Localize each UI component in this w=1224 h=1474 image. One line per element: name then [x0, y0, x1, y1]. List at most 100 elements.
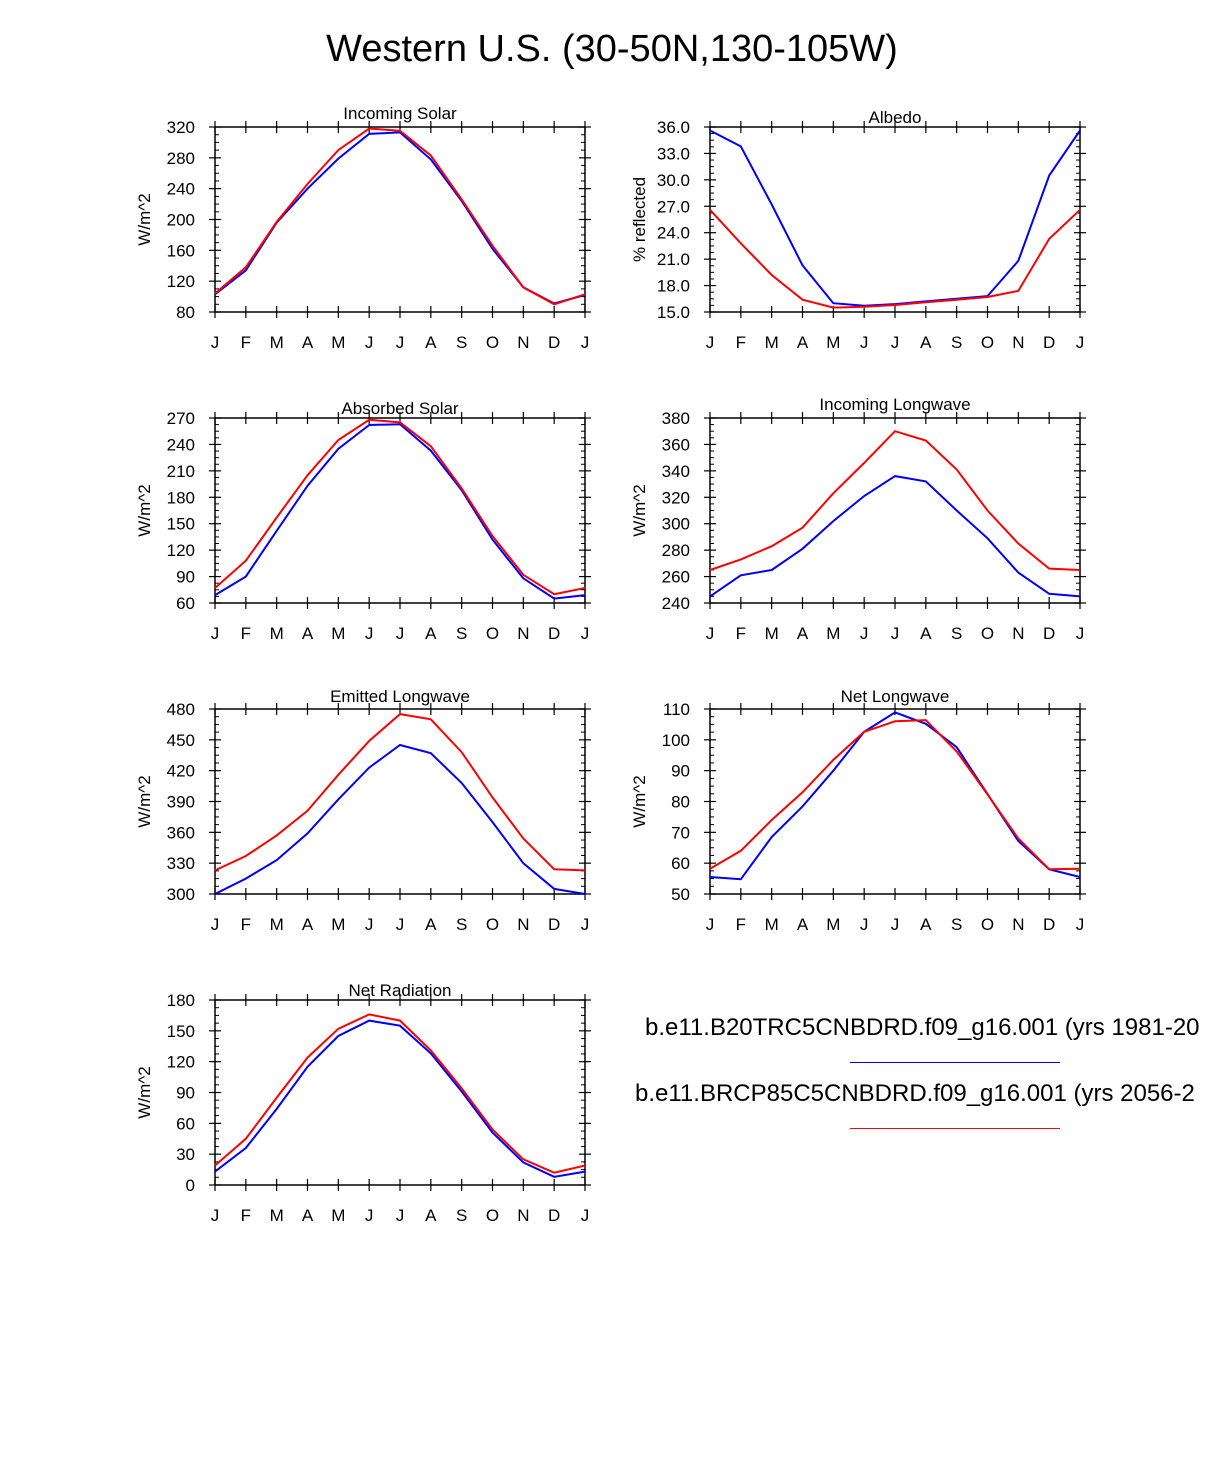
x-tick-label: J: [1076, 624, 1085, 643]
x-tick-label: N: [1012, 624, 1024, 643]
y-axis-label: W/m^2: [135, 1066, 154, 1118]
x-tick-label: J: [860, 624, 869, 643]
y-tick-label: 210: [167, 462, 195, 481]
series-line-rcp85: [709, 430, 1081, 571]
x-tick-label: M: [765, 915, 779, 934]
y-tick-label: 150: [167, 515, 195, 534]
x-tick-label: O: [486, 915, 499, 934]
x-tick-label: D: [548, 624, 560, 643]
panel-title: Emitted Longwave: [330, 687, 470, 706]
y-tick-label: 420: [167, 762, 195, 781]
y-tick-label: 200: [167, 211, 195, 230]
y-tick-label: 60: [176, 1114, 195, 1133]
x-tick-label: F: [736, 624, 746, 643]
y-tick-label: 480: [167, 700, 195, 719]
y-tick-label: 80: [671, 793, 690, 812]
series-line-rcp85: [214, 713, 586, 872]
x-tick-label: N: [517, 915, 529, 934]
x-tick-label: J: [396, 333, 405, 352]
y-tick-label: 120: [167, 272, 195, 291]
series-line-rcp85: [709, 209, 1081, 309]
series-line-rcp85: [214, 1013, 586, 1174]
y-tick-label: 270: [167, 409, 195, 428]
y-tick-label: 330: [167, 854, 195, 873]
x-tick-label: J: [365, 1206, 374, 1225]
series-line-historical: [709, 475, 1081, 598]
chart-panel-4: Incoming Longwave W/m^2 240 260 280 300 320 340…: [630, 395, 1086, 643]
x-tick-label: A: [425, 624, 437, 643]
x-tick-label: M: [270, 624, 284, 643]
y-tick-label: 180: [167, 488, 195, 507]
x-tick-label: J: [860, 915, 869, 934]
x-tick-label: N: [517, 333, 529, 352]
series-line-historical: [214, 1019, 586, 1178]
x-tick-label: A: [797, 333, 809, 352]
x-tick-label: J: [706, 624, 715, 643]
legend-label-historical: b.e11.B20TRC5CNBDRD.f09_g16.001 (yrs 198…: [645, 1014, 1200, 1041]
x-tick-label: D: [1043, 624, 1055, 643]
y-tick-label: 300: [662, 515, 690, 534]
y-tick-label: 360: [662, 435, 690, 454]
x-tick-label: M: [331, 333, 345, 352]
y-tick-label: 320: [662, 488, 690, 507]
chart-panel-5: Emitted Longwave W/m^2 300 330 360 390 420 450 4…: [135, 687, 591, 934]
plot-frame: [214, 417, 586, 604]
x-tick-label: O: [486, 1206, 499, 1225]
series-line-historical: [214, 743, 586, 895]
x-tick-label: J: [581, 624, 590, 643]
y-axis-label: % reflected: [630, 177, 649, 262]
plot-frame: [214, 999, 586, 1186]
y-tick-label: 160: [167, 241, 195, 260]
x-tick-label: J: [211, 915, 220, 934]
chart-panel-2: Albedo % reflected 15.0 18.0 21.0 24.0 27.0 30.…: [630, 108, 1086, 352]
series-line-rcp85: [709, 719, 1081, 871]
x-tick-label: J: [581, 333, 590, 352]
y-tick-label: 300: [167, 885, 195, 904]
y-axis-label: W/m^2: [135, 775, 154, 827]
x-tick-label: J: [211, 1206, 220, 1225]
x-tick-label: S: [456, 333, 467, 352]
x-tick-label: F: [241, 333, 251, 352]
x-tick-label: J: [706, 915, 715, 934]
plot-frame: [709, 126, 1081, 313]
x-tick-label: A: [425, 915, 437, 934]
y-axis-label: W/m^2: [630, 484, 649, 536]
plot-frame: [214, 126, 586, 313]
x-tick-label: S: [951, 333, 962, 352]
x-tick-label: M: [765, 333, 779, 352]
x-tick-label: N: [517, 1206, 529, 1225]
y-tick-label: 18.0: [657, 277, 690, 296]
series-line-historical: [709, 711, 1081, 881]
y-tick-label: 90: [176, 568, 195, 587]
x-tick-label: J: [211, 624, 220, 643]
x-tick-label: M: [826, 624, 840, 643]
y-tick-label: 100: [662, 731, 690, 750]
panel-title: Absorbed Solar: [341, 399, 459, 418]
x-tick-label: D: [548, 333, 560, 352]
y-tick-label: 90: [176, 1084, 195, 1103]
x-tick-label: A: [797, 624, 809, 643]
y-tick-label: 390: [167, 793, 195, 812]
legend-line-rcp85: [850, 1128, 1060, 1129]
legend-label-rcp85: b.e11.BRCP85C5CNBDRD.f09_g16.001 (yrs 20…: [635, 1080, 1195, 1107]
y-tick-label: 180: [167, 991, 195, 1010]
y-tick-label: 50: [671, 885, 690, 904]
y-tick-label: 320: [167, 118, 195, 137]
x-tick-label: D: [1043, 333, 1055, 352]
x-tick-label: N: [517, 624, 529, 643]
series-line-rcp85: [214, 418, 586, 596]
x-tick-label: O: [981, 333, 994, 352]
x-tick-label: J: [211, 333, 220, 352]
x-tick-label: O: [981, 624, 994, 643]
x-tick-label: O: [981, 915, 994, 934]
y-tick-label: 60: [671, 854, 690, 873]
x-tick-label: S: [951, 915, 962, 934]
x-tick-label: J: [396, 1206, 405, 1225]
x-tick-label: F: [241, 1206, 251, 1225]
y-tick-label: 30: [176, 1145, 195, 1164]
x-tick-label: J: [1076, 915, 1085, 934]
x-tick-label: N: [1012, 915, 1024, 934]
